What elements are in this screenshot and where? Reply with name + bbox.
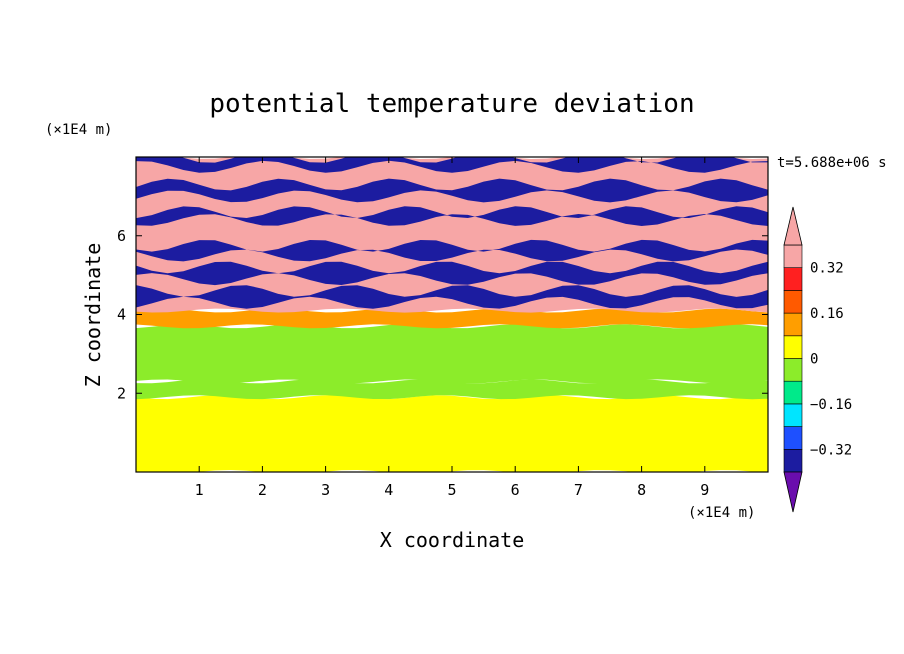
- field-band: [136, 308, 768, 329]
- x-tick-label: 5: [447, 481, 456, 499]
- x-tick-label: 7: [574, 481, 583, 499]
- field-band: [136, 239, 768, 262]
- y-tick-label: 2: [117, 384, 126, 402]
- y-axis-ticks: 2 4 6: [117, 227, 768, 402]
- y-unit-label: (×1E4 m): [45, 122, 112, 138]
- colorbar-segment: [783, 335, 803, 359]
- field-band: [136, 178, 768, 203]
- field-band: [136, 206, 768, 226]
- colorbar-label: 0.16: [810, 306, 844, 322]
- x-axis-ticks: 1 2 3 4 5 6 7 8 9: [195, 157, 709, 499]
- field-band: [136, 157, 768, 173]
- x-tick-label: 9: [700, 481, 709, 499]
- x-tick-label: 3: [321, 481, 330, 499]
- x-unit-label: (×1E4 m): [688, 505, 755, 521]
- x-tick-label: 4: [384, 481, 393, 499]
- x-tick-label: 1: [195, 481, 204, 499]
- y-axis-label: Z coordinate: [81, 243, 105, 388]
- field-band: [136, 324, 768, 384]
- colorbar-upper-extend: [783, 206, 803, 246]
- x-axis-label: X coordinate: [380, 528, 525, 552]
- colorbar-lower-extend: [783, 471, 803, 513]
- contour-field: [136, 157, 768, 472]
- colorbar-label: 0.32: [810, 261, 844, 277]
- field-band: [136, 285, 768, 309]
- x-tick-label: 2: [258, 481, 267, 499]
- colorbar-label: 0: [810, 352, 818, 368]
- field-band: [136, 261, 768, 286]
- time-label: t=5.688e+06 s: [777, 155, 887, 171]
- colorbar-segment: [783, 448, 803, 473]
- field-band: [136, 395, 768, 472]
- y-tick-label: 4: [117, 306, 126, 324]
- chart-title: potential temperature deviation: [209, 89, 694, 119]
- colorbar-label: −0.32: [810, 442, 852, 458]
- x-tick-label: 6: [511, 481, 520, 499]
- colorbar-segment: [783, 312, 803, 337]
- colorbar-segment: [783, 380, 803, 405]
- colorbar-segment: [783, 426, 803, 450]
- colorbar-label: −0.16: [810, 397, 852, 413]
- x-tick-label: 8: [637, 481, 646, 499]
- colorbar-segment: [783, 358, 803, 382]
- colorbar-segment: [783, 244, 803, 269]
- field-band: [136, 379, 768, 400]
- colorbar-segment: [783, 290, 803, 314]
- colorbar-segment: [783, 267, 803, 291]
- y-tick-label: 6: [117, 227, 126, 245]
- colorbar-segment: [783, 403, 803, 427]
- colorbar: 0.32 0.16 0 −0.16 −0.32: [783, 206, 852, 513]
